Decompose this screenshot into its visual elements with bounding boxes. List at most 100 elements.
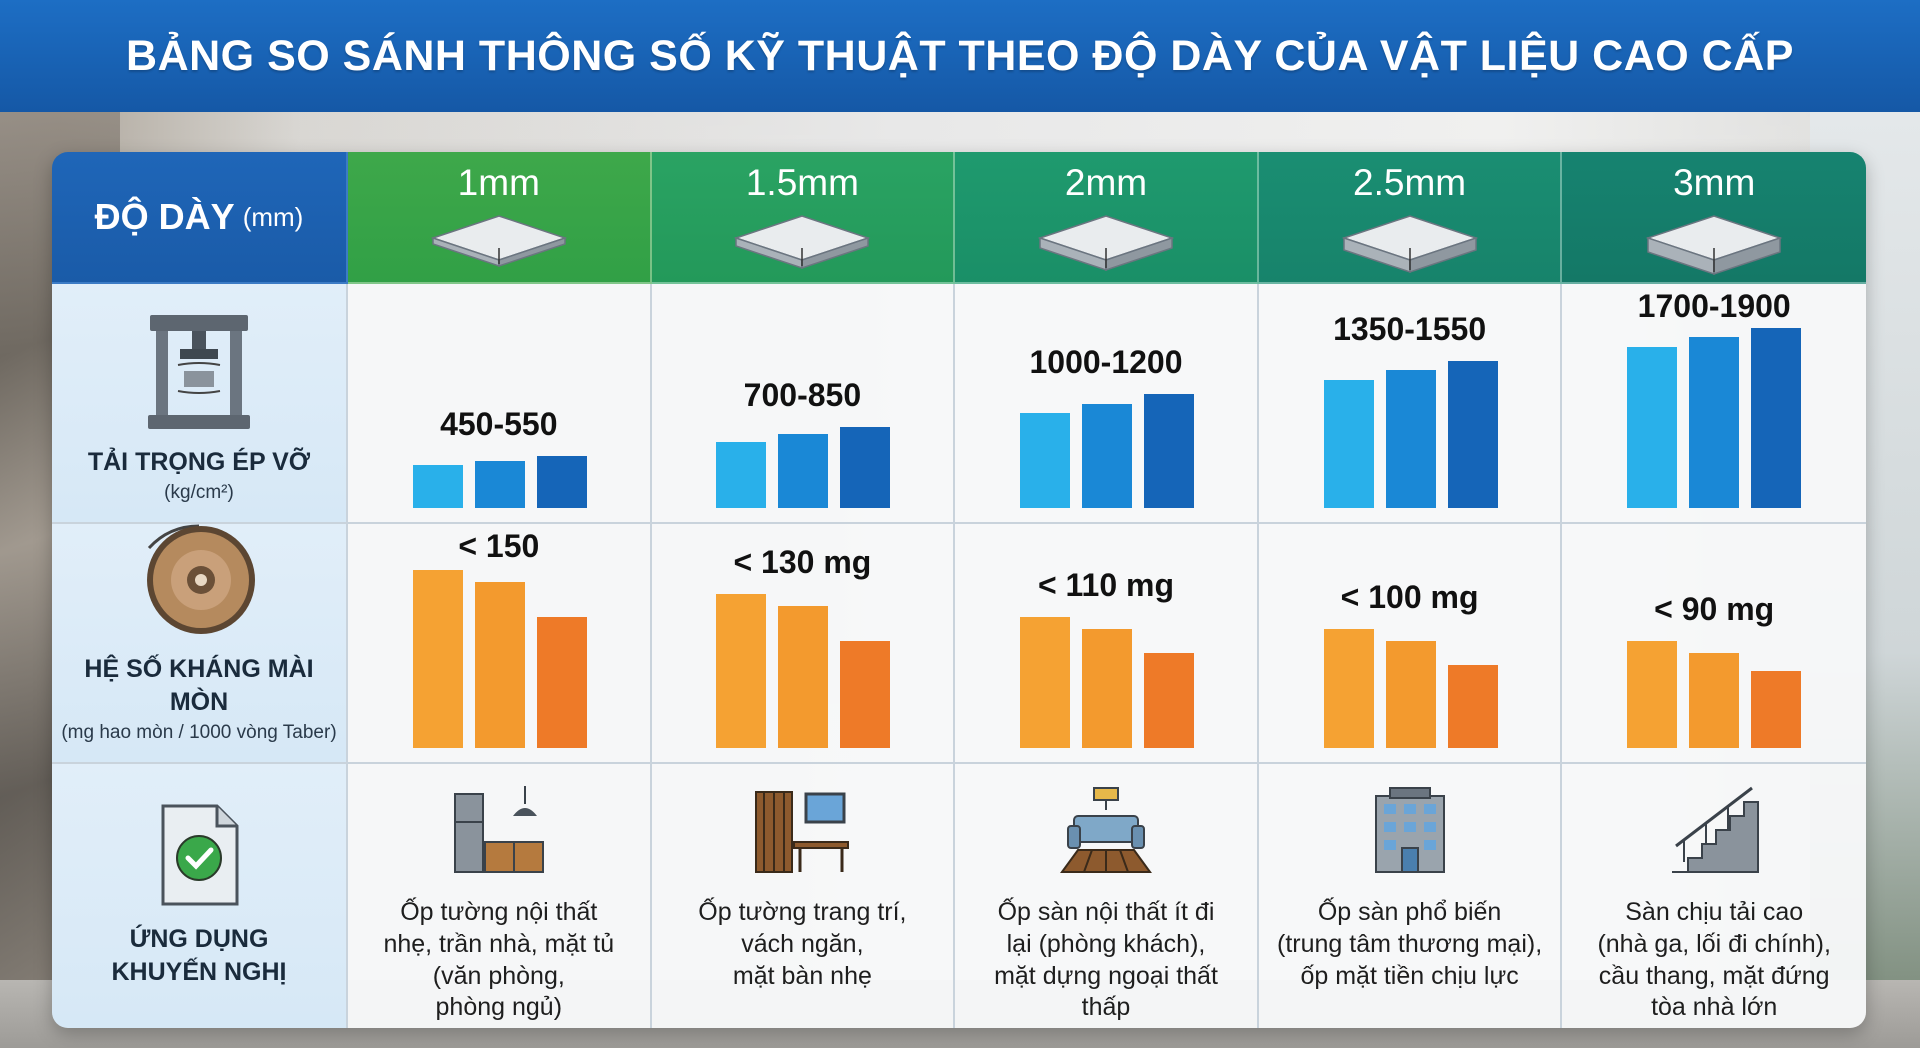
- load-cell-2: 700-850: [651, 284, 956, 524]
- usage-label-line2: KHUYẾN NGHỊ: [111, 957, 287, 986]
- document-check-icon: [157, 804, 241, 913]
- usage-label-line1: ỨNG DỤNG: [129, 925, 269, 953]
- chart-bar: [778, 605, 829, 748]
- load-value: 450-550: [440, 405, 558, 442]
- desc-line: thấp: [1081, 993, 1131, 1022]
- abrasion-value: < 110 mg: [1037, 567, 1175, 604]
- chart-bar: [1385, 641, 1436, 748]
- staircase-icon: [1666, 786, 1762, 879]
- chart-bar: [474, 581, 525, 748]
- chart-bar: [1081, 629, 1132, 748]
- row-label-usage: ỨNG DỤNG KHUYẾN NGHỊ: [52, 764, 348, 1028]
- load-bars: [1259, 298, 1561, 508]
- thickness-col-5: 3mm: [1562, 152, 1866, 284]
- chart-bar: [1323, 629, 1374, 748]
- chart-bar: [1143, 394, 1194, 508]
- abrasion-bars: [348, 538, 650, 748]
- thickness-label: ĐỘ DÀY: [94, 196, 235, 237]
- chart-bar: [1751, 670, 1802, 748]
- chart-bar: [1447, 360, 1498, 508]
- load-label: TẢI TRỌNG ÉP VỠ: [87, 447, 311, 476]
- desc-line: ốp mặt tiền chịu lực: [1300, 961, 1519, 990]
- title-bar: BẢNG SO SÁNH THÔNG SỐ KỸ THUẬT THEO ĐỘ D…: [0, 0, 1920, 112]
- load-bars: [348, 298, 650, 508]
- abrasion-bars: [1259, 538, 1561, 748]
- abrasion-value: < 100 mg: [1340, 579, 1479, 616]
- thickness-col-2: 1.5mm: [651, 152, 956, 284]
- chart-bar: [1081, 403, 1132, 508]
- chart-bar: [1447, 664, 1498, 748]
- usage-description: Sàn chịu tải cao (nhà ga, lối đi chính),…: [1589, 897, 1838, 1024]
- load-bars: [1562, 298, 1866, 508]
- chart-bar: [1627, 346, 1678, 508]
- tile-icon: [429, 212, 569, 281]
- tile-icon: [732, 212, 872, 281]
- abrasion-bars: [1562, 538, 1866, 748]
- usage-cell-3: Ốp sàn nội thất ít đi lại (phòng khách),…: [955, 764, 1259, 1028]
- chart-bar: [1143, 653, 1194, 748]
- desc-line: nhẹ, trần nhà, mặt tủ: [383, 929, 615, 958]
- abrasion-bars: [652, 538, 954, 748]
- thickness-value: 1mm: [457, 162, 540, 203]
- thickness-col-4: 2.5mm: [1258, 152, 1563, 284]
- load-value: 1000-1200: [1029, 344, 1183, 380]
- abrasion-value: < 130 mg: [733, 543, 872, 580]
- usage-description: Ốp sàn phổ biến (trung tâm thương mại), …: [1269, 897, 1550, 992]
- living-room-icon: [1058, 786, 1154, 879]
- abrasion-cell-1: < 150: [348, 524, 652, 764]
- chart-bar: [536, 455, 587, 508]
- desc-line: (văn phòng,: [432, 961, 565, 990]
- desc-line: Ốp tường trang trí,: [698, 898, 907, 926]
- usage-cell-4: Ốp sàn phổ biến (trung tâm thương mại), …: [1258, 764, 1563, 1028]
- load-bars: [652, 298, 954, 508]
- thickness-value: 2mm: [1064, 162, 1148, 203]
- usage-description: Ốp sàn nội thất ít đi lại (phòng khách),…: [986, 897, 1226, 1024]
- abrasion-wheel-icon: [139, 518, 259, 643]
- abrasion-bars: [955, 538, 1257, 748]
- tile-icon: [1644, 212, 1784, 281]
- load-cell-5: 1700-1900: [1562, 284, 1866, 524]
- thickness-unit: (mm): [242, 201, 304, 232]
- desc-line: (nhà ga, lối đi chính),: [1597, 929, 1831, 958]
- desc-line: mặt bàn nhẹ: [732, 961, 872, 990]
- usage-cell-5: Sàn chịu tải cao (nhà ga, lối đi chính),…: [1562, 764, 1866, 1028]
- desc-line: lại (phòng khách),: [1006, 929, 1206, 958]
- thickness-value: 3mm: [1673, 162, 1756, 203]
- desc-line: phòng ngủ): [435, 993, 563, 1022]
- usage-description: Ốp tường trang trí, vách ngăn, mặt bàn n…: [690, 897, 914, 992]
- abrasion-cell-4: < 100 mg: [1258, 524, 1563, 764]
- header-thickness-label: ĐỘ DÀY (mm): [52, 152, 348, 284]
- chart-bar: [1385, 370, 1436, 508]
- row-label-load: TẢI TRỌNG ÉP VỠ (kg/cm²): [52, 284, 348, 524]
- chart-bar: [1323, 379, 1374, 508]
- chart-bar: [412, 465, 463, 508]
- desc-line: vách ngăn,: [741, 929, 864, 958]
- chart-bar: [1019, 413, 1070, 508]
- desc-line: cầu thang, mặt đứng: [1598, 961, 1830, 990]
- page-title: BẢNG SO SÁNH THÔNG SỐ KỸ THUẬT THEO ĐỘ D…: [126, 31, 1794, 80]
- load-value: 1700-1900: [1637, 288, 1791, 324]
- desc-line: Ốp tường nội thất: [400, 898, 598, 926]
- tile-icon: [1340, 212, 1480, 281]
- load-cell-1: 450-550: [348, 284, 652, 524]
- thickness-col-1: 1mm: [348, 152, 652, 284]
- abrasion-cell-5: < 90 mg: [1562, 524, 1866, 764]
- comparison-table: ĐỘ DÀY (mm) 1mm 1.5mm 2mm 2.5mm 3mm: [52, 152, 1866, 1028]
- chart-bar: [840, 641, 891, 748]
- desc-line: mặt dựng ngoại thất: [994, 961, 1218, 990]
- desc-line: Ốp sàn phổ biến: [1317, 898, 1502, 926]
- usage-description: Ốp tường nội thất nhẹ, trần nhà, mặt tủ …: [375, 897, 622, 1024]
- load-value: 1350-1550: [1333, 310, 1487, 347]
- chart-bar: [716, 441, 767, 508]
- chart-bar: [840, 427, 891, 508]
- chart-bar: [1689, 653, 1740, 748]
- office-desk-icon: [754, 786, 850, 879]
- desc-line: Ốp sàn nội thất ít đi: [997, 898, 1215, 926]
- usage-cell-2: Ốp tường trang trí, vách ngăn, mặt bàn n…: [651, 764, 956, 1028]
- chart-bar: [474, 460, 525, 508]
- chart-bar: [1627, 641, 1678, 748]
- load-cell-4: 1350-1550: [1258, 284, 1563, 524]
- load-unit: (kg/cm²): [164, 482, 234, 503]
- desc-line: Sàn chịu tải cao: [1625, 898, 1804, 926]
- hydraulic-press-icon: [144, 311, 254, 436]
